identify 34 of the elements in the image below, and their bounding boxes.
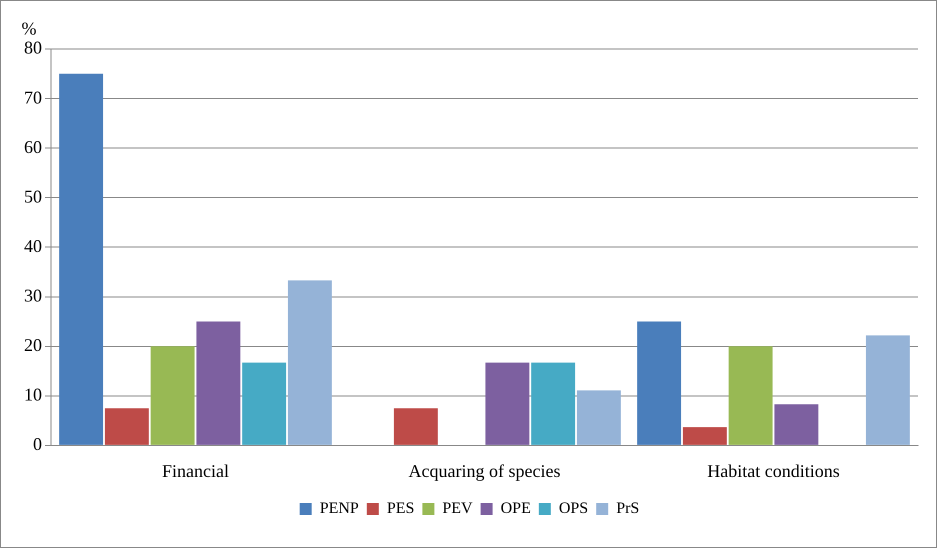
bar	[576, 390, 621, 445]
y-tick-label: 70	[24, 87, 42, 108]
bar	[485, 362, 530, 445]
bar	[288, 280, 332, 445]
bar	[774, 404, 818, 445]
y-tick-label: 0	[33, 434, 42, 454]
bar	[196, 322, 240, 445]
legend-label: PES	[386, 500, 414, 518]
legend-label: PENP	[320, 500, 359, 518]
bar	[59, 74, 104, 445]
legend-label: OPS	[558, 500, 588, 518]
bar	[682, 427, 727, 445]
bar	[394, 408, 438, 445]
bar	[531, 362, 576, 445]
y-axis-title: %	[22, 18, 36, 39]
legend-label: OPE	[500, 500, 531, 518]
y-tick-label: 30	[24, 285, 42, 306]
bar	[866, 335, 910, 445]
y-tick-label: 60	[24, 136, 42, 157]
bar	[728, 346, 773, 445]
x-tick-label: Financial	[162, 460, 229, 481]
y-tick-label: 10	[24, 384, 42, 405]
bar	[150, 346, 195, 445]
legend-label: PrS	[616, 500, 640, 518]
x-tick-label: Habitat conditions	[707, 460, 840, 481]
bar	[242, 362, 286, 445]
x-tick-label: Acquaring of species	[408, 460, 560, 481]
y-tick-label: 20	[24, 335, 42, 356]
y-tick-label: 50	[24, 186, 42, 206]
y-tick-label: 80	[24, 38, 42, 58]
y-tick-label: 40	[24, 236, 42, 256]
bar	[104, 408, 149, 445]
legend-label: PEV	[442, 500, 474, 518]
bar	[637, 322, 682, 445]
